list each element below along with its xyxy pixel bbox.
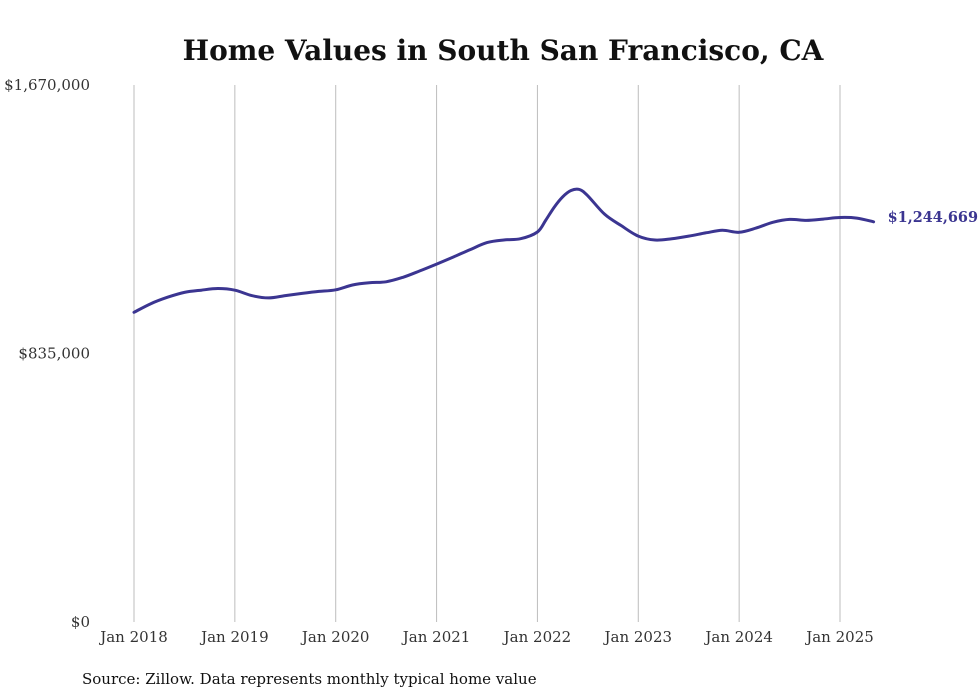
x-tick-label: Jan 2019 [199,628,269,646]
x-tick-label: Jan 2025 [804,628,874,646]
x-axis: Jan 2018 Jan 2019 Jan 2020 Jan 2021 Jan 2022… [98,628,874,646]
series-line-home-value [132,187,876,314]
grid-lines [133,85,841,622]
chart-title: Home Values in South San Francisco, CA [183,34,825,67]
source-note: Source: Zillow. Data represents monthly … [82,670,537,688]
x-tick-label: Jan 2018 [98,628,168,646]
x-tick-label: Jan 2024 [703,628,773,646]
end-value-label: $1,244,669 [888,208,978,226]
y-tick-label: $1,670,000 [4,76,90,94]
x-tick-label: Jan 2022 [502,628,572,646]
x-tick-label: Jan 2020 [300,628,370,646]
y-tick-label: $0 [71,613,90,631]
y-tick-label: $835,000 [18,345,90,363]
x-tick-label: Jan 2023 [603,628,673,646]
x-tick-label: Jan 2021 [401,628,471,646]
y-axis: $0 $835,000 $1,670,000 [4,76,90,631]
